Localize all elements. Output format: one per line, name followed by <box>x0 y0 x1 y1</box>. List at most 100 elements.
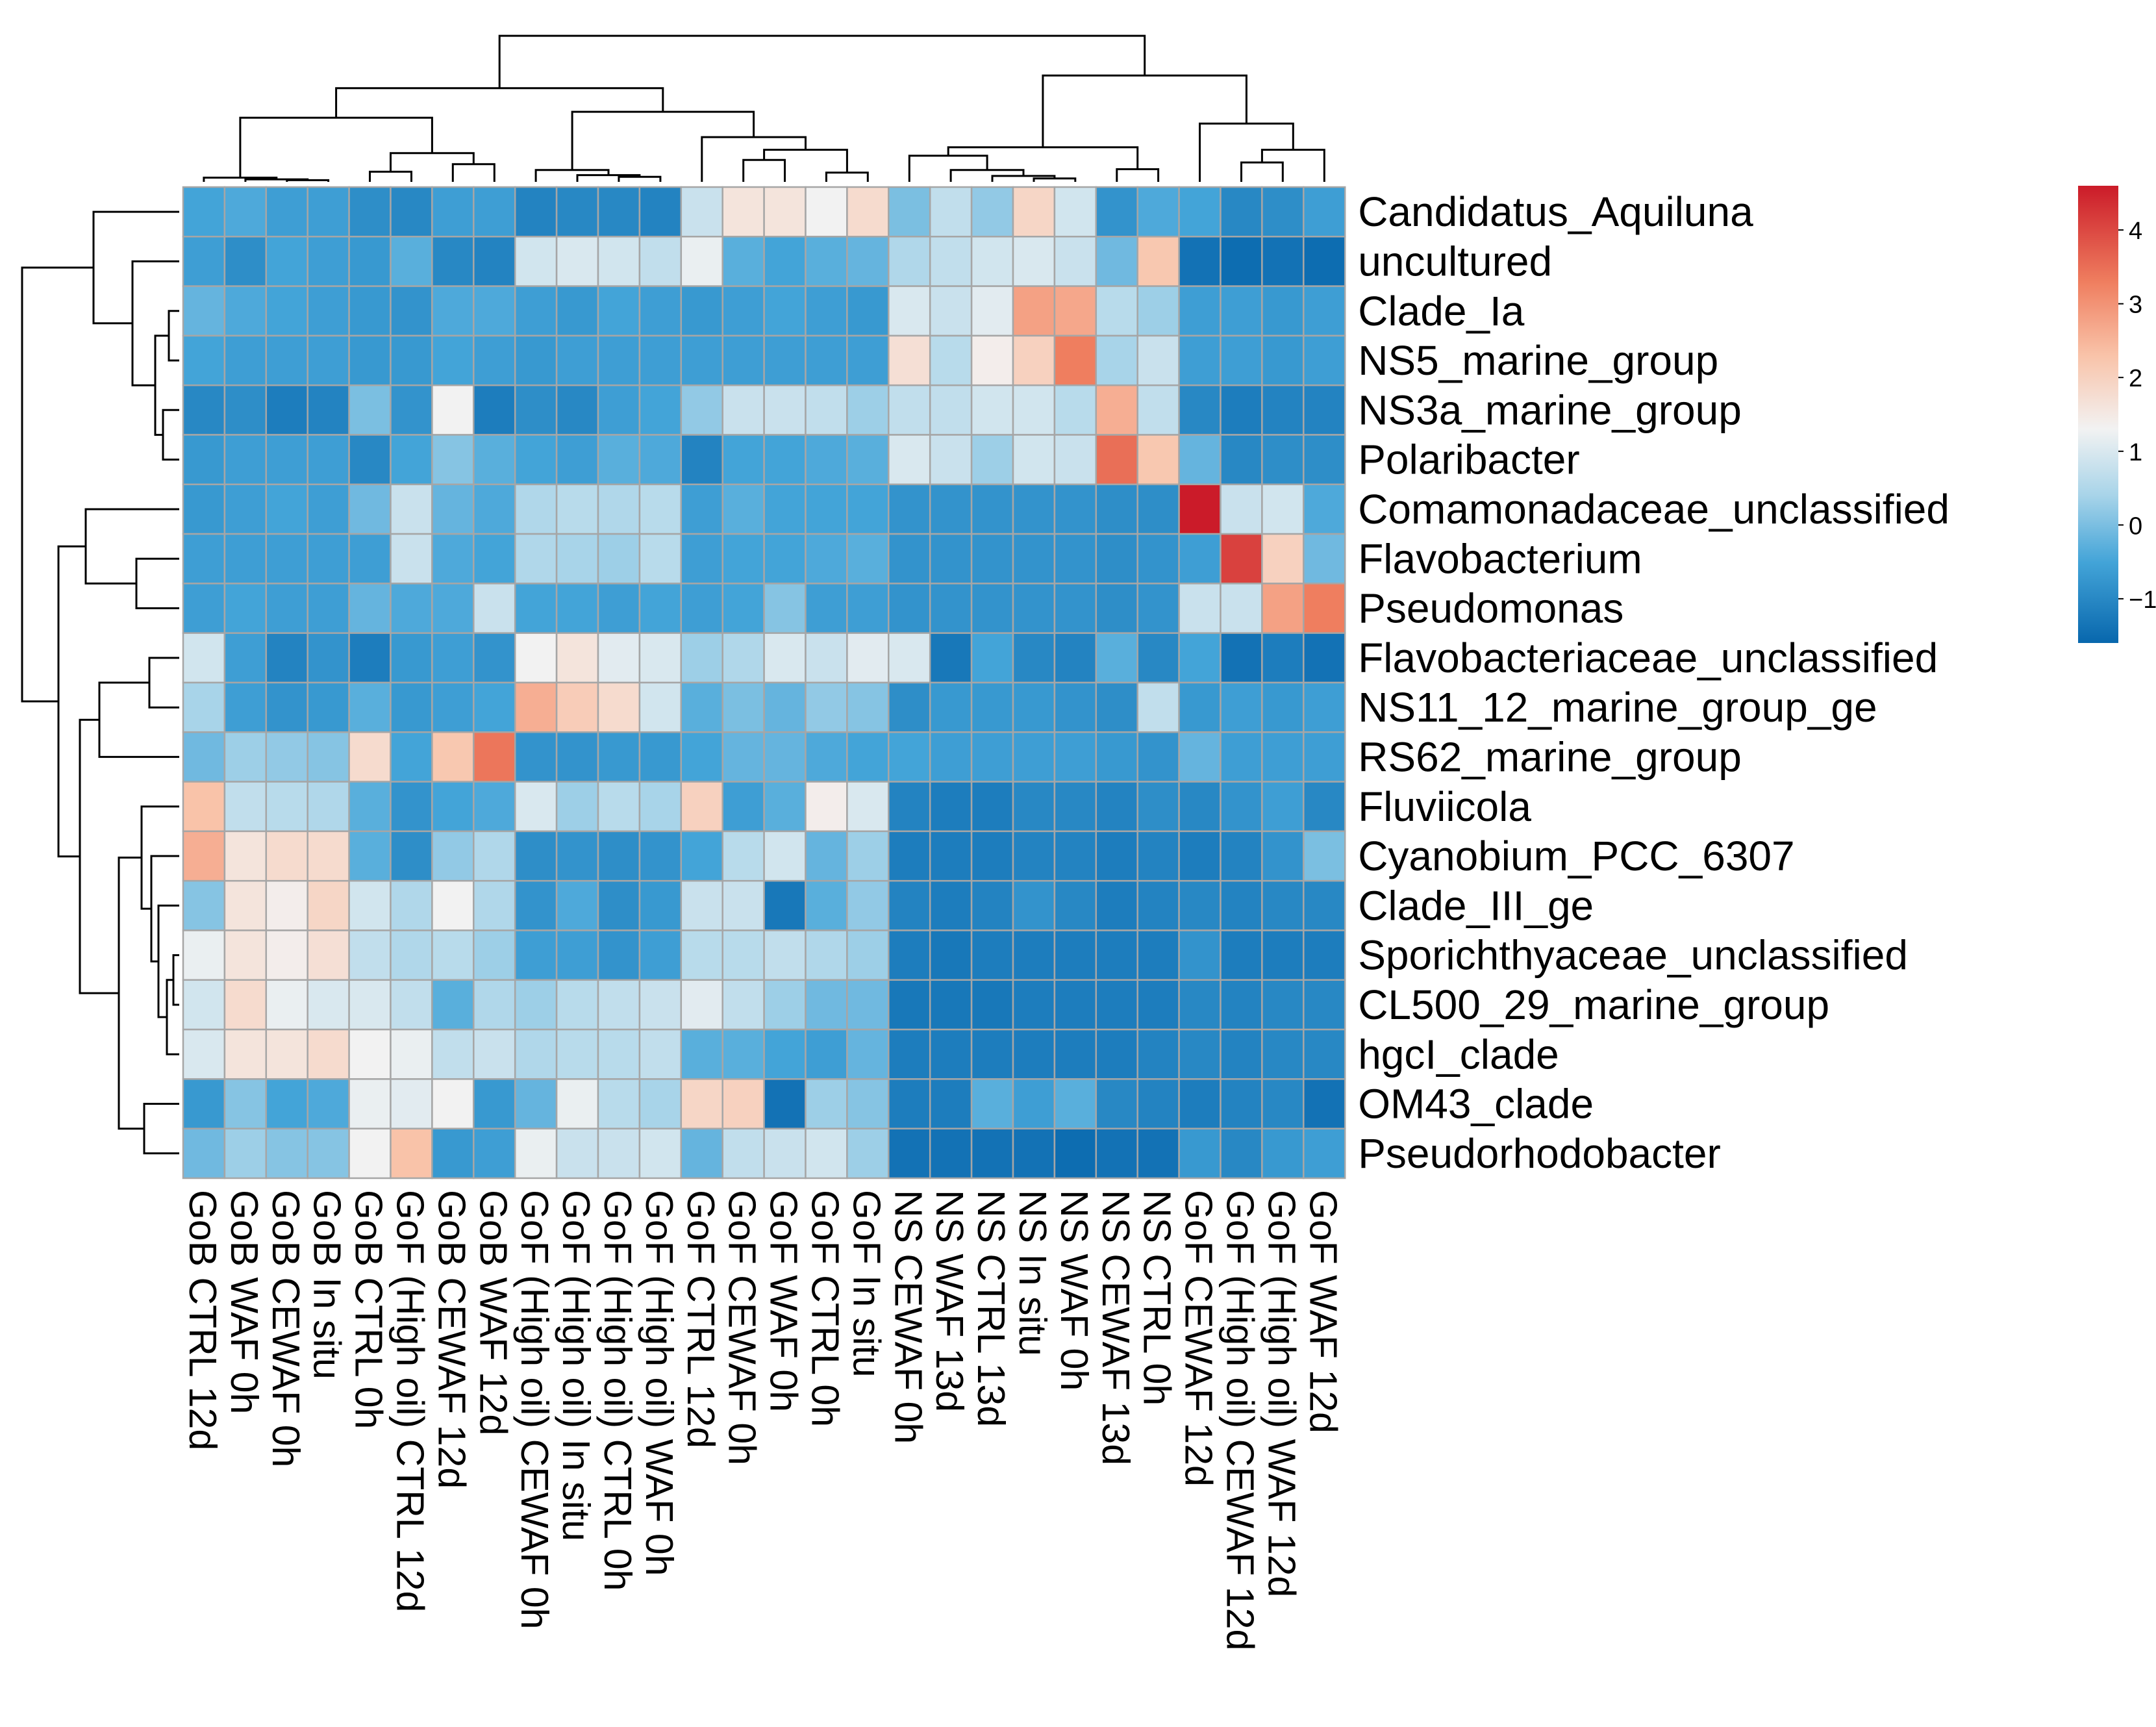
heatmap-cell <box>1261 236 1305 287</box>
heatmap-cell <box>265 979 308 1031</box>
heatmap-cell <box>514 731 558 783</box>
heatmap-cell <box>182 1028 226 1080</box>
row-label: Cyanobium_PCC_6307 <box>1358 833 1794 879</box>
heatmap-cell <box>721 334 765 386</box>
heatmap-cell <box>763 879 807 931</box>
column-label: GoF (High oil) CTRL 0h <box>596 1190 639 1591</box>
heatmap-cell <box>721 731 765 783</box>
heatmap-cell <box>1053 929 1097 981</box>
heatmap-cell <box>805 334 848 386</box>
heatmap-cell <box>223 1128 268 1179</box>
heatmap-cell <box>888 1028 931 1080</box>
heatmap-cell <box>1136 681 1180 733</box>
heatmap-cell <box>970 434 1014 486</box>
heatmap-cell <box>1095 434 1138 486</box>
heatmap-cell <box>473 879 516 931</box>
heatmap-cell <box>846 236 890 287</box>
heatmap-cell <box>888 681 931 733</box>
heatmap-cell <box>555 583 599 634</box>
heatmap-cell <box>514 583 558 634</box>
heatmap-cell <box>514 781 558 833</box>
heatmap-cell <box>1012 384 1056 436</box>
heatmap-cell <box>348 632 392 684</box>
column-label: GoB CTRL 12d <box>181 1190 224 1450</box>
heatmap-cell <box>638 731 683 783</box>
heatmap-cell <box>307 681 350 733</box>
heatmap-cell <box>473 1078 516 1129</box>
heatmap-cell <box>970 483 1014 535</box>
row-label: NS3a_marine_group <box>1358 386 1742 433</box>
heatmap-cell <box>805 1078 848 1129</box>
heatmap-cell <box>514 334 558 386</box>
heatmap-cell <box>1261 384 1305 436</box>
heatmap-cell <box>970 384 1014 436</box>
heatmap-cell <box>846 533 890 585</box>
heatmap-cell <box>390 1078 433 1129</box>
heatmap-cell <box>1261 830 1305 882</box>
column-label: GoF (High oil) CEWAF 12d <box>1219 1190 1262 1650</box>
dendrogram-link <box>168 310 179 362</box>
heatmap-cell <box>1095 583 1138 634</box>
heatmap-cell <box>348 979 392 1031</box>
heatmap-cell <box>763 1028 807 1080</box>
heatmap-cell <box>721 483 765 535</box>
heatmap-cell <box>555 781 599 833</box>
heatmap-cell <box>888 1078 931 1129</box>
heatmap-cell <box>1303 434 1346 486</box>
heatmap-cell <box>307 186 350 238</box>
heatmap-cell <box>1220 781 1263 833</box>
dendrogram-link <box>571 110 755 170</box>
heatmap-cell <box>1303 681 1346 733</box>
heatmap-cell <box>680 632 723 684</box>
row-label: NS5_marine_group <box>1358 337 1718 384</box>
heatmap-cell <box>721 830 765 882</box>
heatmap-cell <box>348 681 392 733</box>
heatmap-cell <box>182 731 226 783</box>
heatmap-cell <box>680 384 723 436</box>
heatmap-cell <box>1220 236 1263 287</box>
heatmap-cell <box>597 236 641 287</box>
heatmap-cell <box>1220 434 1263 486</box>
heatmap-cells <box>182 186 1346 1179</box>
heatmap-cell <box>390 929 433 981</box>
heatmap-cell <box>721 681 765 733</box>
heatmap-cell <box>182 979 226 1031</box>
heatmap-cell <box>555 384 599 436</box>
heatmap-cell <box>1178 830 1222 882</box>
heatmap-cell <box>638 1028 683 1080</box>
legend-tick-label: 3 <box>2129 292 2142 319</box>
heatmap-cell <box>638 434 683 486</box>
dendrogram-link <box>498 34 1146 88</box>
heatmap-cell <box>1261 879 1305 931</box>
heatmap-cell <box>1303 186 1346 238</box>
column-label: GoF CEWAF 0h <box>721 1190 764 1465</box>
heatmap-cell <box>473 384 516 436</box>
heatmap-cell <box>555 830 599 882</box>
heatmap-cell <box>597 979 641 1031</box>
heatmap-cell <box>390 879 433 931</box>
heatmap-cell <box>182 236 226 287</box>
heatmap-cell <box>846 285 890 337</box>
heatmap-cell <box>1178 236 1222 287</box>
heatmap-cell <box>1012 533 1056 585</box>
heatmap-cell <box>1136 334 1180 386</box>
heatmap-cell <box>514 830 558 882</box>
heatmap-cell <box>929 434 973 486</box>
heatmap-cell <box>970 781 1014 833</box>
column-label: NS WAF 13d <box>928 1190 971 1412</box>
heatmap-cell <box>265 879 308 931</box>
row-label: Pseudorhodobacter <box>1358 1130 1721 1177</box>
heatmap-cell <box>1053 583 1097 634</box>
heatmap-cell <box>888 731 931 783</box>
heatmap-cell <box>1012 186 1056 238</box>
heatmap-cell <box>929 285 973 337</box>
heatmap-cell <box>929 731 973 783</box>
heatmap-cell <box>1012 1128 1056 1179</box>
heatmap-cell <box>805 236 848 287</box>
heatmap-cell <box>555 285 599 337</box>
row-label: Comamonadaceae_unclassified <box>1358 486 1949 533</box>
dendrogram-link <box>162 409 179 461</box>
heatmap-cell <box>1012 979 1056 1031</box>
heatmap-cell <box>307 879 350 931</box>
heatmap-cell <box>763 632 807 684</box>
